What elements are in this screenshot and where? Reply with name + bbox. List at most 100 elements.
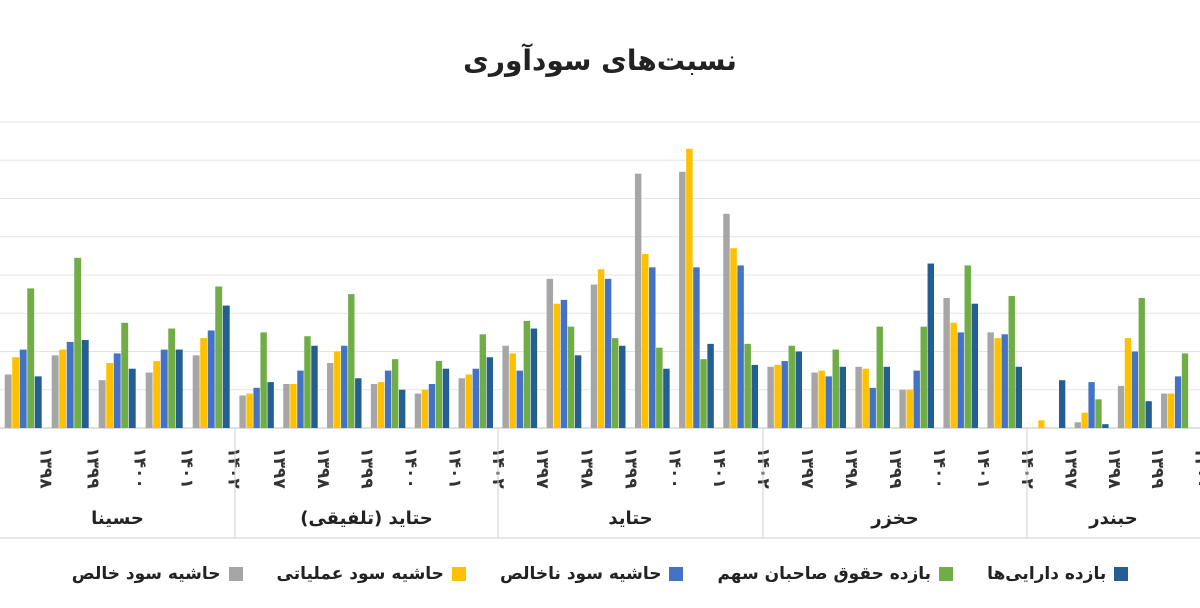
bar xyxy=(597,269,605,428)
bar xyxy=(421,389,429,428)
bar xyxy=(27,288,35,428)
bar xyxy=(384,370,392,428)
bar xyxy=(246,393,253,428)
x-tick-label: ۱۳۹۸ xyxy=(313,447,333,489)
bar xyxy=(567,326,575,428)
bar xyxy=(751,364,758,428)
bar xyxy=(435,361,443,428)
bar xyxy=(788,345,795,428)
bar xyxy=(502,345,509,428)
bar xyxy=(1124,338,1132,428)
bar xyxy=(4,374,12,428)
legend-swatch xyxy=(939,567,954,581)
bar xyxy=(574,355,582,428)
bar xyxy=(641,253,649,428)
bar xyxy=(414,393,422,428)
bar xyxy=(686,148,693,428)
bar xyxy=(1088,382,1095,428)
legend-label: حاشیه سود خالص xyxy=(71,564,221,584)
bar xyxy=(290,384,297,428)
bar xyxy=(707,343,714,428)
legend: حاشیه سود خالص حاشیه سود عملیاتی حاشیه سود… xyxy=(0,560,1200,588)
bar xyxy=(560,299,568,428)
bar xyxy=(260,332,267,428)
bar xyxy=(523,320,531,428)
bar xyxy=(486,357,494,428)
bar xyxy=(862,368,869,428)
bar xyxy=(611,338,619,428)
x-tick-label: ۱۳۹۷ xyxy=(269,447,289,489)
bar xyxy=(428,384,436,428)
bar xyxy=(1081,412,1088,428)
bar xyxy=(465,374,472,428)
bar xyxy=(943,297,950,428)
bar xyxy=(1015,366,1022,428)
bar xyxy=(994,338,1001,428)
bar xyxy=(1138,297,1145,428)
bar xyxy=(1001,334,1008,428)
bar xyxy=(341,345,348,428)
bar xyxy=(12,357,20,428)
bar xyxy=(927,263,934,428)
bar xyxy=(971,303,978,428)
bar xyxy=(619,345,626,428)
bar xyxy=(649,267,656,428)
bar xyxy=(267,382,274,428)
bar xyxy=(899,389,906,428)
bar xyxy=(175,349,183,428)
bar xyxy=(590,284,598,428)
bar xyxy=(59,349,67,428)
x-tick-label: ۱۴۰۲ xyxy=(224,447,244,489)
x-tick-label: ۱۳۹۸ xyxy=(36,447,56,489)
x-tick-label: ۱۴۰۰ xyxy=(929,447,949,489)
bar xyxy=(1059,380,1066,428)
x-tick-label: ۱۳۹۹ xyxy=(620,447,640,489)
bar xyxy=(355,378,362,428)
group-label: حسینا xyxy=(91,508,144,529)
bar xyxy=(253,387,260,428)
x-tick-label: ۱۳۹۹ xyxy=(1147,447,1167,489)
x-tick-label: ۱۴۰۰ xyxy=(1190,447,1200,489)
bar xyxy=(839,366,846,428)
legend-item: بازده دارایی‌ها xyxy=(987,560,1129,588)
bar xyxy=(1095,399,1102,428)
bar xyxy=(730,248,737,428)
bar xyxy=(767,366,774,428)
x-tick-label: ۱۳۹۷ xyxy=(1061,447,1081,489)
legend-swatch xyxy=(451,567,466,581)
bar xyxy=(737,265,744,428)
bar xyxy=(679,171,686,428)
bar xyxy=(377,382,385,428)
bar xyxy=(51,355,59,428)
bar xyxy=(479,334,487,428)
bar xyxy=(200,338,208,428)
x-tick-label: ۱۳۹۸ xyxy=(841,447,861,489)
legend-swatch xyxy=(1114,567,1129,581)
bar xyxy=(906,389,913,428)
group-label: حخزر xyxy=(870,508,919,529)
bar xyxy=(1131,351,1138,428)
bar xyxy=(950,322,957,428)
bar xyxy=(311,345,318,428)
bar xyxy=(458,378,465,428)
legend-item: حاشیه سود خالص xyxy=(72,560,243,588)
bar xyxy=(1174,376,1182,428)
group-label: حتاید (تلفیقی) xyxy=(300,508,433,529)
bar xyxy=(700,359,707,428)
bar xyxy=(1167,393,1175,428)
bar xyxy=(553,303,561,428)
bar xyxy=(693,267,700,428)
legend-item: حاشیه سود عملیاتی xyxy=(277,560,466,588)
bar xyxy=(1145,401,1152,428)
bar xyxy=(825,376,832,428)
bar xyxy=(472,368,479,428)
bar xyxy=(1074,422,1081,428)
bar xyxy=(818,370,825,428)
bar xyxy=(795,351,802,428)
bar xyxy=(957,332,964,428)
bar xyxy=(128,368,136,428)
bar xyxy=(391,359,399,428)
x-tick-label: ۱۴۰۰ xyxy=(130,447,150,489)
bar xyxy=(239,395,246,428)
bar xyxy=(442,368,450,428)
